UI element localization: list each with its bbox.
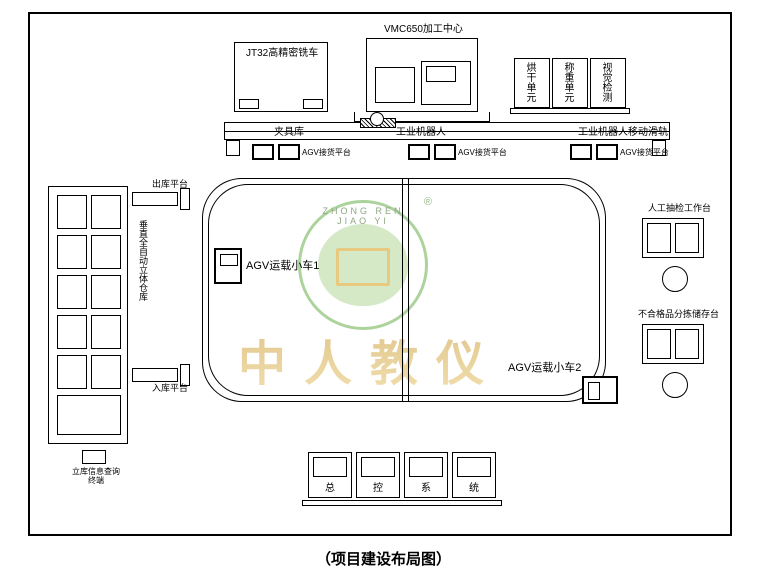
vmc-machine — [366, 38, 478, 112]
weigh-label: 称重单元 — [562, 62, 572, 102]
warehouse-label: 垂直全自动立体仓库 — [138, 220, 147, 301]
manual-station — [642, 218, 704, 258]
reject-station-seat-icon — [662, 372, 688, 398]
manual-station-seat-icon — [662, 266, 688, 292]
agv-dock-label-2: AGV接货平台 — [458, 149, 507, 158]
slide-label: 工业机器人移动滑轨 — [578, 127, 668, 138]
jt32-label: JT32高精密铣车 — [246, 48, 318, 59]
figure-caption: （项目建设布局图） — [0, 548, 767, 569]
agv-dock-3b — [596, 144, 618, 160]
track-divider-b — [408, 178, 409, 402]
reject-label: 不合格品分拣储存台 — [638, 310, 719, 320]
warehouse — [48, 186, 128, 444]
agv-dock-label-3: AGV接货平台 — [620, 149, 669, 158]
console-4-label: 统 — [469, 483, 479, 494]
rail-leg-1 — [226, 140, 240, 156]
agv2-label: AGV运载小车2 — [508, 362, 581, 374]
agv-dock-1b — [278, 144, 300, 160]
console-desk — [302, 500, 502, 506]
vmc-label: VMC650加工中心 — [384, 24, 463, 35]
console-group: 总 控 系 统 — [308, 452, 496, 500]
manual-label: 人工抽检工作台 — [648, 204, 711, 214]
console-2-label: 控 — [373, 483, 383, 494]
dry-label: 烘干单元 — [524, 62, 534, 102]
drawing-frame: ZHONG REN JIAO YI ® 中人教仪 JT32高精密铣车 VMC65… — [28, 12, 732, 536]
out-platform-label: 出库平台 — [152, 180, 188, 190]
agv-dock-label-1: AGV接货平台 — [302, 149, 351, 158]
track-divider-a — [402, 178, 403, 402]
console-1-label: 总 — [325, 483, 335, 494]
small-units-base — [510, 108, 630, 114]
in-platform — [132, 368, 178, 382]
vision-label: 视觉检测 — [600, 62, 610, 102]
terminal-label: 立库信息查询终端 — [72, 468, 120, 486]
terminal — [82, 450, 106, 464]
robot-label: 工业机器人 — [396, 127, 446, 138]
console-3-label: 系 — [421, 483, 431, 494]
agv-dock-2b — [434, 144, 456, 160]
agv1-label: AGV运载小车1 — [246, 260, 319, 272]
agv2 — [582, 376, 618, 404]
reject-station — [642, 324, 704, 364]
fixture-label: 夹具库 — [274, 127, 304, 138]
robot-head-icon — [370, 112, 384, 126]
agv-dock-1a — [252, 144, 274, 160]
agv-dock-2a — [408, 144, 430, 160]
in-platform-label: 入库平台 — [152, 384, 188, 394]
out-platform — [132, 192, 178, 206]
agv1 — [214, 248, 242, 284]
agv-dock-3a — [570, 144, 592, 160]
